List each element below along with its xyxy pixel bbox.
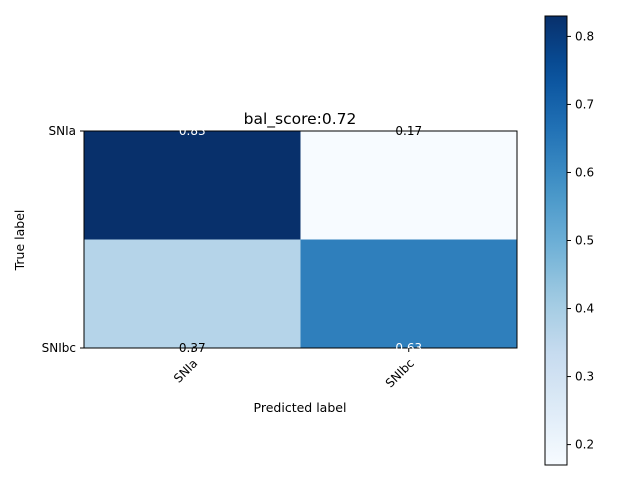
colorbar-tick-label: 0.7 [575, 97, 594, 111]
colorbar-tick-label: 0.4 [575, 302, 594, 316]
heatmap-cell [84, 131, 301, 240]
cell-value-label: 0.83 [179, 124, 206, 138]
colorbar-tick-label: 0.8 [575, 29, 594, 43]
colorbar-tick-label: 0.3 [575, 370, 594, 384]
y-tick-label: SNIbc [42, 341, 76, 355]
x-axis-label: Predicted label [254, 400, 347, 415]
chart-title: bal_score:0.72 [244, 110, 357, 129]
cell-value-label: 0.17 [395, 124, 422, 138]
heatmap-cell [84, 239, 301, 348]
plot-frame [83, 130, 518, 349]
colorbar-tick-label: 0.2 [575, 438, 594, 452]
colorbar: 0.2 0.3 0.4 0.5 0.6 0.7 0.8 [544, 15, 594, 466]
y-axis: SNIa SNIbc [42, 124, 84, 355]
heatmap-cells [84, 131, 517, 348]
y-tick-label: SNIa [49, 124, 77, 138]
heatmap-cell [300, 131, 517, 240]
colorbar-tick-label: 0.5 [575, 234, 594, 248]
heatmap-cell [300, 239, 517, 348]
colorbar-tick-label: 0.6 [575, 165, 594, 179]
cell-labels: 0.83 0.170.37 0.63 [179, 124, 422, 355]
y-axis-label: True label [12, 210, 27, 272]
colorbar-gradient [544, 15, 568, 466]
